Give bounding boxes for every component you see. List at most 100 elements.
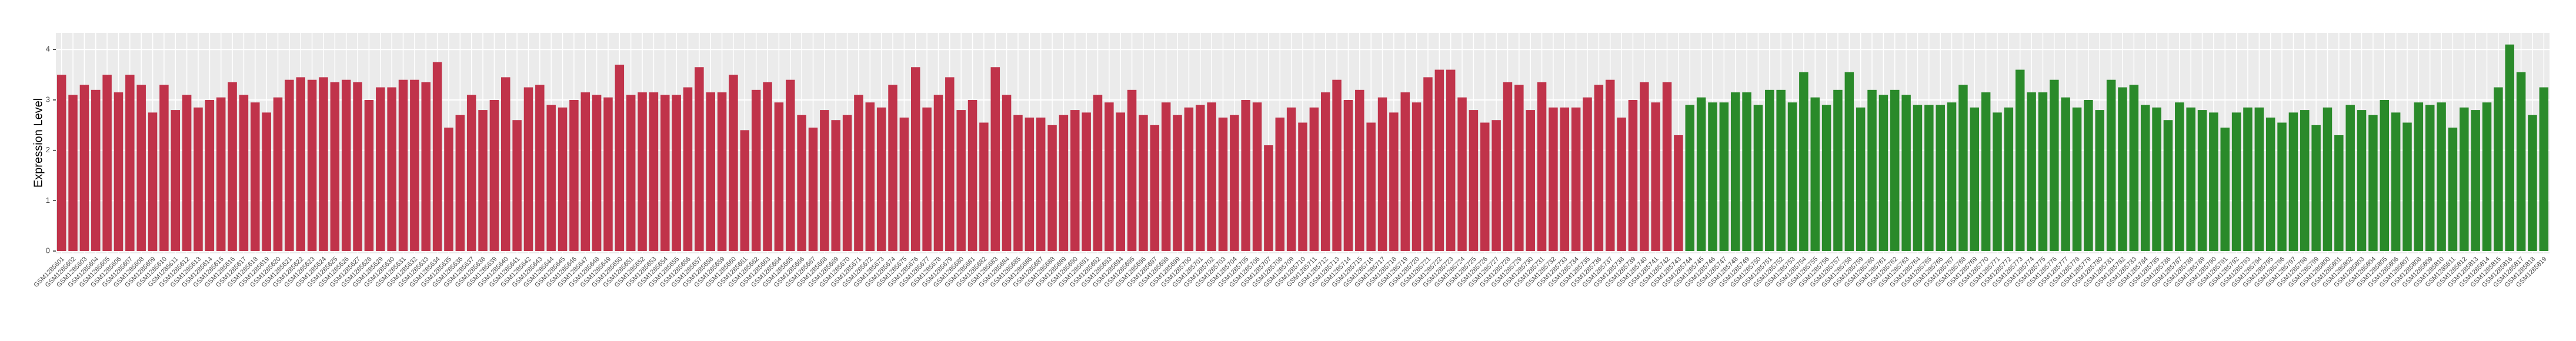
bar: [1127, 89, 1137, 251]
bar: [91, 89, 101, 251]
bar: [1821, 105, 1831, 251]
bar: [1332, 79, 1342, 252]
bar: [251, 102, 260, 251]
bar: [2265, 117, 2275, 251]
bar: [2243, 107, 2253, 251]
bar: [751, 89, 761, 251]
bar: [68, 95, 78, 251]
bar: [1719, 102, 1729, 251]
bar: [1434, 69, 1444, 252]
bar: [2391, 112, 2401, 251]
bar: [1377, 97, 1387, 251]
bar: [1105, 102, 1114, 251]
bar: [1913, 105, 1923, 251]
bar: [2494, 87, 2503, 251]
bar: [2231, 112, 2241, 251]
bar: [353, 82, 362, 252]
bar: [2140, 105, 2150, 251]
bar: [2220, 128, 2230, 251]
bar: [2414, 102, 2424, 251]
bar: [2163, 120, 2173, 251]
bar: [1355, 89, 1364, 251]
bar: [2254, 107, 2264, 251]
bar: [512, 120, 522, 251]
bar: [2482, 102, 2492, 251]
bar: [1343, 99, 1353, 251]
bar: [888, 85, 897, 251]
bar: [79, 85, 89, 251]
bar: [159, 85, 169, 251]
bar: [1116, 112, 1125, 251]
bar: [1674, 135, 1683, 251]
bar: [455, 115, 465, 251]
bar: [466, 95, 476, 251]
bar: [899, 117, 909, 251]
bar: [1366, 122, 1376, 251]
bar: [2277, 122, 2287, 251]
bar: [444, 128, 453, 251]
bar: [2300, 110, 2310, 251]
bar: [1400, 92, 1410, 251]
bar: [1651, 102, 1660, 251]
bar: [706, 92, 715, 251]
bar: [1514, 85, 1524, 251]
bar: [2323, 107, 2333, 251]
bar: [603, 97, 613, 251]
bar: [2095, 110, 2104, 251]
bar: [1082, 112, 1091, 251]
bar: [638, 92, 647, 251]
bar: [478, 110, 488, 251]
bar: [2050, 79, 2059, 252]
bar: [2197, 110, 2207, 251]
bar: [273, 97, 283, 251]
bar: [842, 115, 852, 251]
bar: [945, 77, 955, 251]
bar: [1173, 115, 1182, 251]
bar: [1628, 99, 1638, 251]
bar: [205, 99, 215, 251]
bar: [1640, 82, 1649, 252]
bar: [1161, 102, 1171, 251]
bar: [1025, 117, 1035, 251]
bar: [1491, 120, 1501, 251]
bar: [387, 87, 396, 251]
bar: [683, 87, 693, 251]
bar: [820, 110, 829, 251]
bar: [1776, 89, 1786, 251]
bar: [910, 67, 920, 252]
bar: [1742, 92, 1751, 251]
bar: [1833, 89, 1843, 251]
bar: [1981, 92, 1991, 251]
bar: [2345, 105, 2355, 251]
bar: [1298, 122, 1307, 251]
bar: [341, 79, 351, 252]
bar: [102, 75, 112, 251]
bar: [2027, 92, 2036, 251]
bar: [1230, 115, 1239, 251]
bar: [1184, 107, 1194, 251]
bar: [1696, 97, 1706, 251]
bar: [1685, 105, 1695, 251]
bar: [136, 85, 146, 251]
bar: [933, 95, 943, 251]
bar: [1446, 69, 1456, 252]
bar: [1480, 122, 1490, 251]
bar: [1503, 82, 1513, 252]
y-axis-label: Expression Level: [32, 98, 45, 188]
bar: [1196, 105, 1205, 251]
bar: [2334, 135, 2344, 251]
bar: [740, 130, 750, 251]
bar: [410, 79, 419, 252]
bar: [2061, 97, 2070, 251]
bar: [1799, 72, 1808, 251]
bar: [489, 99, 499, 251]
bar: [364, 99, 374, 251]
y-tick-label: 1: [46, 196, 50, 205]
bar: [1571, 107, 1581, 251]
bar: [2448, 128, 2458, 251]
bar: [956, 110, 966, 251]
bar: [865, 102, 875, 251]
bar: [1901, 95, 1911, 251]
bar: [979, 122, 989, 251]
bar: [1070, 110, 1080, 251]
